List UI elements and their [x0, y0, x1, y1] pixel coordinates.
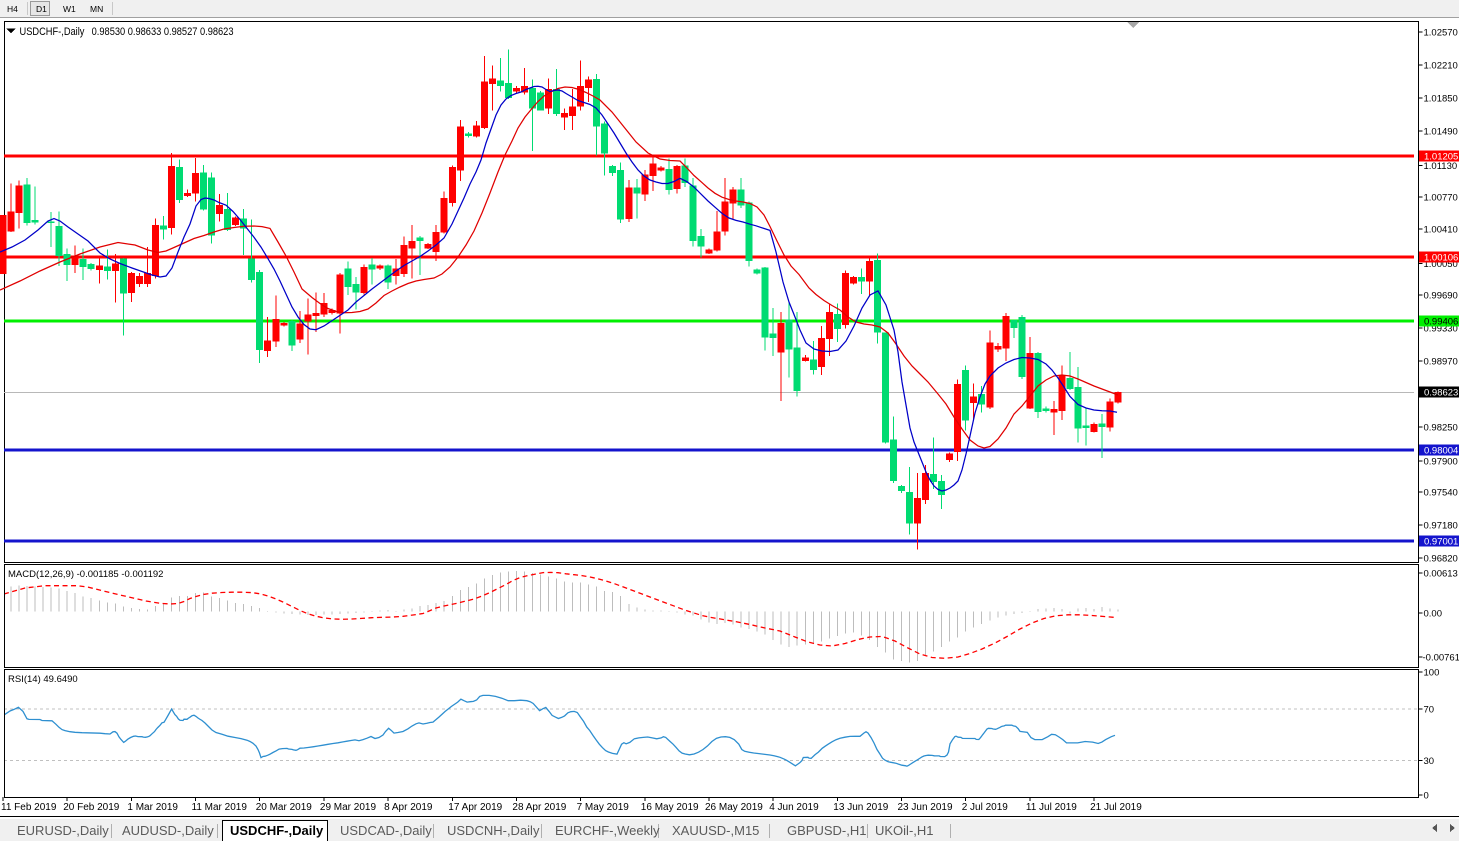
svg-text:13 Jun 2019: 13 Jun 2019: [833, 802, 888, 813]
svg-text:EURCHF-,Weekly: EURCHF-,Weekly: [555, 823, 660, 838]
svg-text:4 Jun 2019: 4 Jun 2019: [769, 802, 819, 813]
svg-text:28 Apr 2019: 28 Apr 2019: [512, 802, 566, 813]
svg-text:D1: D1: [36, 4, 47, 14]
svg-text:1.01490: 1.01490: [1424, 127, 1458, 138]
svg-text:0: 0: [1424, 791, 1429, 802]
svg-text:8 Apr 2019: 8 Apr 2019: [384, 802, 433, 813]
svg-text:70: 70: [1424, 705, 1435, 716]
svg-text:0.00: 0.00: [1424, 609, 1443, 620]
svg-text:0.99330: 0.99330: [1424, 324, 1458, 335]
svg-text:20 Mar 2019: 20 Mar 2019: [256, 802, 313, 813]
svg-text:26 May 2019: 26 May 2019: [705, 802, 763, 813]
svg-text:1.02570: 1.02570: [1424, 28, 1458, 39]
svg-text:W1: W1: [63, 4, 76, 14]
svg-text:USDCHF-,Daily: USDCHF-,Daily: [230, 823, 324, 838]
svg-text:AUDUSD-,Daily: AUDUSD-,Daily: [122, 823, 214, 838]
svg-text:11 Mar 2019: 11 Mar 2019: [192, 802, 248, 813]
svg-text:XAUUSD-,M15: XAUUSD-,M15: [672, 823, 759, 838]
svg-text:100: 100: [1424, 668, 1440, 679]
svg-text:21 Jul 2019: 21 Jul 2019: [1090, 802, 1142, 813]
svg-text:0.98250: 0.98250: [1424, 423, 1458, 434]
svg-text:MN: MN: [90, 4, 103, 14]
svg-text:16 May 2019: 16 May 2019: [641, 802, 699, 813]
svg-text:0.98004: 0.98004: [1424, 446, 1458, 457]
svg-text:1.00410: 1.00410: [1424, 225, 1458, 236]
svg-text:RSI(14) 49.6490: RSI(14) 49.6490: [8, 674, 78, 685]
svg-text:29 Mar 2019: 29 Mar 2019: [320, 802, 377, 813]
svg-text:1.00050: 1.00050: [1424, 259, 1458, 270]
svg-text:1 Mar 2019: 1 Mar 2019: [127, 802, 178, 813]
svg-text:17 Apr 2019: 17 Apr 2019: [448, 802, 502, 813]
svg-text:1.01205: 1.01205: [1424, 152, 1458, 163]
svg-text:1.01130: 1.01130: [1424, 161, 1458, 172]
svg-text:0.97001: 0.97001: [1424, 537, 1458, 548]
svg-text:1.02210: 1.02210: [1424, 61, 1458, 72]
svg-text:11 Jul 2019: 11 Jul 2019: [1026, 802, 1077, 813]
svg-text:UKOil-,H1: UKOil-,H1: [875, 823, 934, 838]
svg-text:0.97540: 0.97540: [1424, 488, 1458, 499]
svg-text:0.96820: 0.96820: [1424, 554, 1458, 565]
svg-text:GBPUSD-,H1: GBPUSD-,H1: [787, 823, 866, 838]
svg-text:USDCAD-,Daily: USDCAD-,Daily: [340, 823, 432, 838]
svg-text:0.99406: 0.99406: [1424, 317, 1458, 328]
svg-text:0.00613: 0.00613: [1424, 569, 1458, 580]
svg-text:23 Jun 2019: 23 Jun 2019: [898, 802, 953, 813]
svg-text:0.97180: 0.97180: [1424, 521, 1458, 532]
svg-text:H4: H4: [7, 4, 18, 14]
svg-text:0.98970: 0.98970: [1424, 357, 1458, 368]
svg-text:0.97900: 0.97900: [1424, 457, 1458, 468]
svg-text:1.01850: 1.01850: [1424, 94, 1458, 105]
svg-text:MACD(12,26,9) -0.001185 -0.001: MACD(12,26,9) -0.001185 -0.001192: [8, 569, 163, 580]
svg-text:USDCHF-,Daily 0.98530 0.98633: USDCHF-,Daily 0.98530 0.98633 0.98527 0.…: [20, 26, 234, 38]
svg-text:20 Feb 2019: 20 Feb 2019: [63, 802, 120, 813]
svg-text:-0.00761: -0.00761: [1423, 653, 1459, 664]
svg-text:7 May 2019: 7 May 2019: [577, 802, 630, 813]
svg-text:2 Jul 2019: 2 Jul 2019: [962, 802, 1009, 813]
svg-text:USDCNH-,Daily: USDCNH-,Daily: [447, 823, 540, 838]
svg-text:30: 30: [1424, 756, 1435, 767]
svg-text:1.00770: 1.00770: [1424, 193, 1458, 204]
svg-text:1.00106: 1.00106: [1424, 253, 1458, 264]
svg-text:11 Feb 2019: 11 Feb 2019: [1, 802, 57, 813]
svg-text:0.98623: 0.98623: [1424, 388, 1458, 399]
svg-text:0.99690: 0.99690: [1424, 291, 1458, 302]
svg-text:EURUSD-,Daily: EURUSD-,Daily: [17, 823, 109, 838]
